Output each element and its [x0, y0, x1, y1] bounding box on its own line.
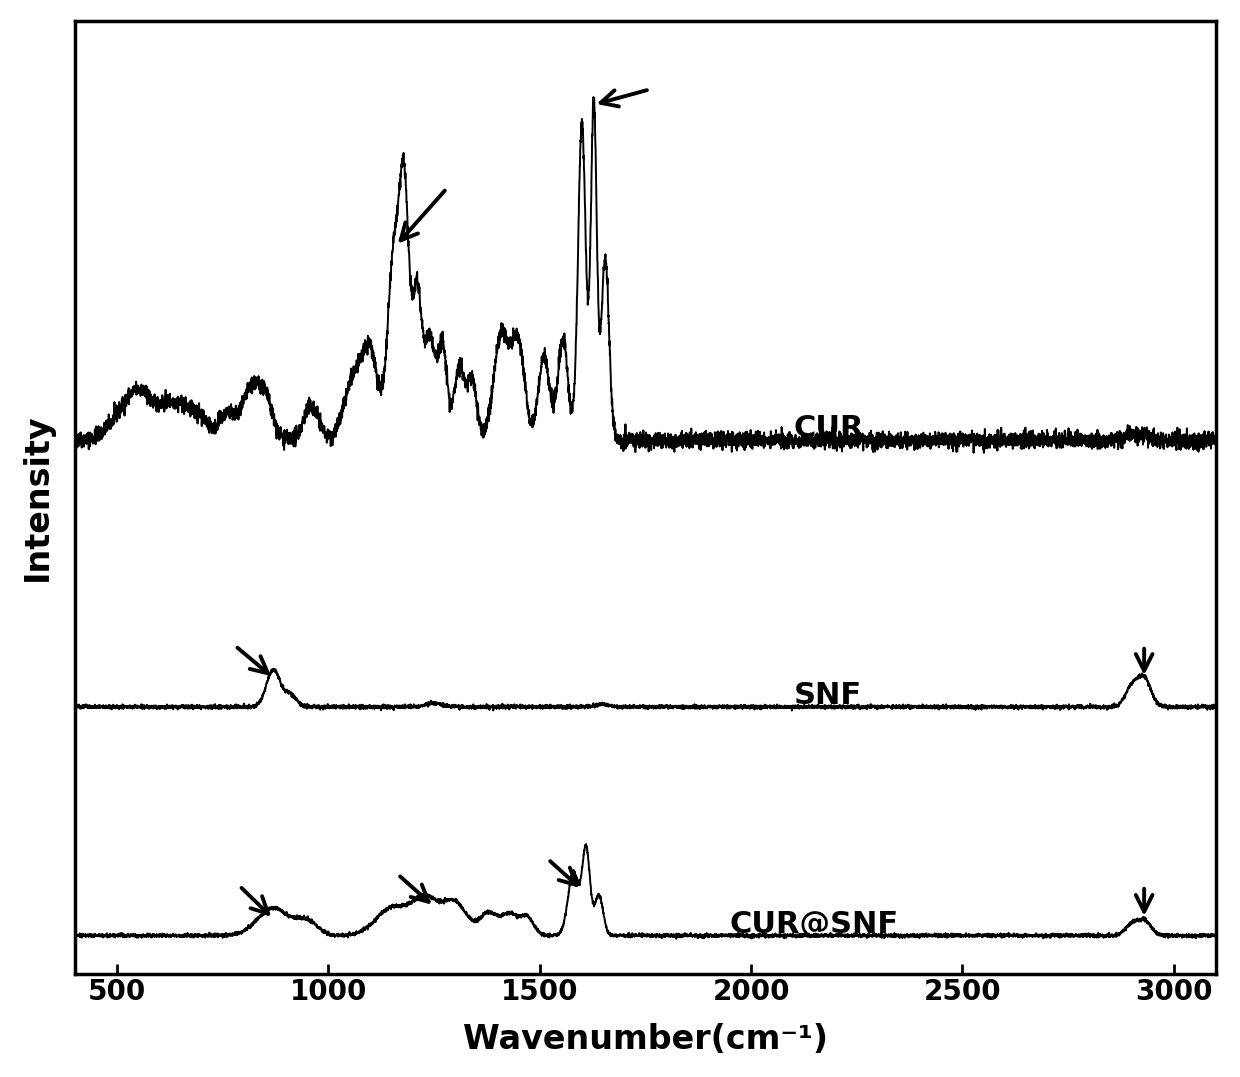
Y-axis label: Intensity: Intensity: [21, 414, 53, 582]
Text: SNF: SNF: [794, 681, 862, 710]
X-axis label: Wavenumber(cm⁻¹): Wavenumber(cm⁻¹): [463, 1023, 828, 1057]
Text: CUR: CUR: [794, 415, 864, 443]
Text: CUR@SNF: CUR@SNF: [730, 910, 899, 938]
